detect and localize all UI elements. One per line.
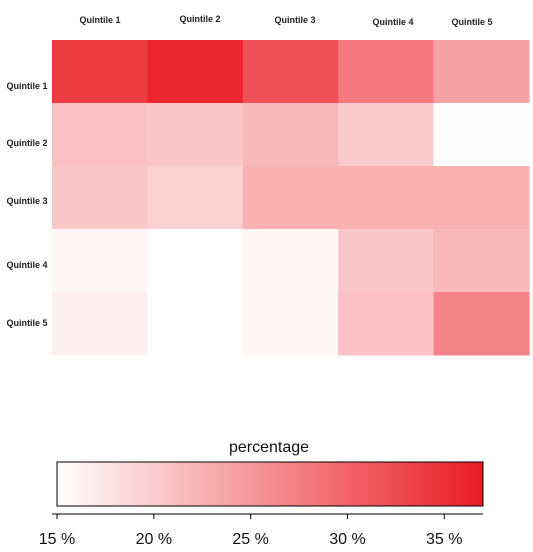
legend-ticks: 15 % 20 % 25 % 30 % 35 % <box>39 514 463 548</box>
heatmap-cell-r1-c2 <box>147 40 244 104</box>
legend-tick-label-35: 35 % <box>426 531 462 548</box>
heatmap-cell-r5-c3 <box>242 292 339 356</box>
heatmap-cell-r3-c5 <box>433 166 530 230</box>
heatmap-cell-r4-c3 <box>242 229 339 293</box>
heatmap-cell-r5-c2 <box>147 292 244 356</box>
heatmap-cell-r1-c3 <box>242 40 339 104</box>
heatmap-cell-r4-c4 <box>338 229 435 293</box>
heatmap-cell-r2-c4 <box>338 103 435 167</box>
legend-tick-label-30: 30 % <box>329 531 365 548</box>
heatmap-cell-r2-c1 <box>52 103 148 167</box>
row-label-quintile-4: Quintile 4 <box>6 260 47 270</box>
heatmap-cell-r3-c2 <box>147 166 244 230</box>
heatmap-cell-r1-c1 <box>52 40 148 104</box>
heatmap-cell-r4-c1 <box>52 229 148 293</box>
legend-tick-label-20: 20 % <box>136 531 172 548</box>
row-label-quintile-2: Quintile 2 <box>6 138 47 148</box>
column-label-quintile-5: Quintile 5 <box>451 17 492 27</box>
column-label-quintile-4: Quintile 4 <box>372 17 413 27</box>
heatmap-cell-r3-c4 <box>338 166 435 230</box>
heatmap-cell-r2-c3 <box>242 103 339 167</box>
row-label-quintile-3: Quintile 3 <box>6 196 47 206</box>
column-label-quintile-3: Quintile 3 <box>274 15 315 25</box>
heatmap-cell-r4-c5 <box>433 229 530 293</box>
row-label-quintile-5: Quintile 5 <box>6 318 47 328</box>
legend-tick-label-15: 15 % <box>39 531 75 548</box>
legend-tick-label-25: 25 % <box>232 531 268 548</box>
row-label-quintile-1: Quintile 1 <box>6 81 47 91</box>
heatmap-cell-r5-c4 <box>338 292 435 356</box>
heatmap-cell-r2-c2 <box>147 103 244 167</box>
heatmap-cell-r5-c5 <box>433 292 530 356</box>
heatmap-cell-r3-c3 <box>242 166 339 230</box>
legend-color-bar <box>56 461 484 507</box>
heatmap-cell-r4-c2 <box>147 229 244 293</box>
column-label-quintile-1: Quintile 1 <box>79 15 120 25</box>
legend-title: percentage <box>229 439 309 456</box>
row-labels: Quintile 1 Quintile 2 Quintile 3 Quintil… <box>6 81 47 328</box>
heatmap-cell-r1-c4 <box>338 40 435 104</box>
column-labels: Quintile 1 Quintile 2 Quintile 3 Quintil… <box>79 14 492 27</box>
heatmap-cells <box>52 40 530 356</box>
heatmap-cell-r5-c1 <box>52 292 148 356</box>
color-legend: percentage 15 % 20 % 25 % 30 % 35 % <box>39 439 484 548</box>
heatmap-cell-r1-c5 <box>433 40 530 104</box>
heatmap-cell-r3-c1 <box>52 166 148 230</box>
column-label-quintile-2: Quintile 2 <box>179 14 220 24</box>
heatmap-cell-r2-c5 <box>433 103 530 167</box>
